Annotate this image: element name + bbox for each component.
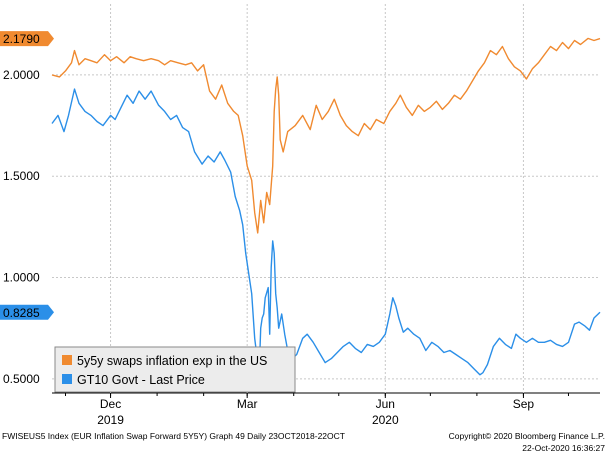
x-year-label: 2020: [372, 413, 399, 427]
y-tick-label: 0.5000: [3, 372, 40, 386]
x-tick-label: Dec: [100, 397, 121, 411]
x-tick-label: Mar: [237, 397, 258, 411]
last-value-label-0: 2.1790: [3, 32, 40, 46]
legend-box: [54, 346, 296, 393]
footer-copyright: Copyright© 2020 Bloomberg Finance L.P.: [448, 431, 605, 441]
legend-label-0: 5y5y swaps inflation exp in the US: [77, 354, 267, 368]
legend-swatch-1: [62, 374, 72, 384]
series-line-0: [51, 37, 601, 234]
last-value-label-1: 0.8285: [3, 306, 40, 320]
y-tick-label: 1.0000: [3, 271, 40, 285]
y-tick-label: 1.5000: [3, 169, 40, 183]
series-lines: [51, 37, 601, 376]
x-year-label: 2019: [97, 413, 124, 427]
legend-label-1: GT10 Govt - Last Price: [77, 373, 205, 387]
footer-timestamp: 22-Oct-2020 16:36:27: [522, 443, 605, 453]
x-tick-label: Jun: [376, 397, 395, 411]
grid-lines: [52, 4, 600, 394]
series-line-1: [51, 88, 601, 376]
x-axis-ticks: Dec Mar Jun Sep 2019 2020: [65, 393, 569, 427]
y-tick-label: 2.0000: [3, 68, 40, 82]
legend: 5y5y swaps inflation exp in the US GT10 G…: [54, 346, 296, 393]
x-tick-label: Sep: [513, 397, 535, 411]
y-axis-ticks: 2.0000 1.5000 1.0000 0.5000: [3, 68, 40, 386]
last-value-badge-0: [0, 31, 54, 47]
footer-source: FWISEUS5 Index (EUR Inflation Swap Forwa…: [2, 431, 345, 441]
legend-swatch-0: [62, 355, 72, 365]
last-value-badge-1: [0, 304, 54, 320]
last-value-badges: 2.1790 0.8285: [0, 31, 54, 320]
